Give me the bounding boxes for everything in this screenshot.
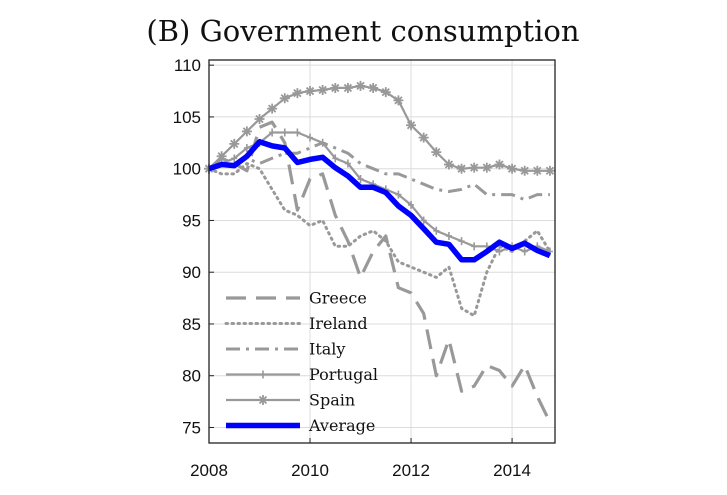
- data-point-spain: [292, 88, 303, 99]
- plot-frame: [208, 59, 556, 444]
- data-point-portugal: [269, 128, 276, 137]
- data-point-spain: [507, 163, 518, 174]
- y-tick-label: 110: [174, 56, 201, 75]
- y-tick-label: 75: [182, 418, 201, 437]
- data-point-spain: [469, 162, 480, 173]
- data-point-portugal: [408, 200, 415, 209]
- y-tick-label: 90: [182, 263, 201, 282]
- legend-label-ireland: Ireland: [309, 314, 368, 333]
- data-point-spain: [380, 87, 391, 98]
- y-tick-label: 80: [182, 367, 201, 386]
- series-line-italy: [208, 141, 550, 202]
- x-tick-label: 2012: [392, 461, 430, 480]
- data-point-spain: [494, 159, 505, 170]
- data-point-portugal: [281, 128, 288, 137]
- data-point-spain: [544, 165, 555, 176]
- legend-item-average: Average: [226, 416, 375, 435]
- legend-item-italy: Italy: [226, 340, 345, 359]
- data-point-portugal: [231, 154, 238, 163]
- legend-label-italy: Italy: [309, 340, 345, 359]
- data-point-portugal: [357, 175, 364, 184]
- series-greece: [207, 120, 552, 423]
- data-point-spain: [216, 151, 227, 162]
- data-point-spain: [355, 80, 366, 91]
- series-line-ireland: [207, 162, 552, 318]
- data-point-portugal: [243, 143, 250, 152]
- series-average: [208, 139, 551, 263]
- legend-marker-portugal: [260, 370, 266, 379]
- data-point-portugal: [319, 138, 326, 147]
- data-point-portugal: [433, 226, 440, 235]
- data-point-spain: [481, 162, 492, 173]
- data-point-spain: [229, 138, 240, 149]
- data-point-portugal: [307, 133, 314, 142]
- data-point-spain: [368, 82, 379, 93]
- data-point-portugal: [344, 159, 351, 168]
- series-ireland: [207, 162, 552, 318]
- data-point-spain: [519, 165, 530, 176]
- data-point-spain: [418, 132, 429, 143]
- data-point-portugal: [395, 190, 402, 199]
- legend-label-greece: Greece: [309, 289, 367, 308]
- legend-marker-spain: [258, 395, 268, 405]
- data-point-spain: [267, 103, 278, 114]
- legend-label-portugal: Portugal: [309, 365, 378, 384]
- series-line-spain: [208, 84, 550, 172]
- series-italy: [208, 141, 550, 202]
- data-point-portugal: [521, 247, 528, 256]
- data-point-spain: [305, 86, 316, 97]
- data-point-spain: [241, 126, 252, 137]
- x-tick-label: 2008: [190, 461, 228, 480]
- data-point-spain: [456, 163, 467, 174]
- legend-item-ireland: Ireland: [224, 314, 368, 333]
- legend-label-spain: Spain: [309, 391, 355, 410]
- data-point-spain: [393, 95, 404, 106]
- data-point-portugal: [471, 242, 478, 251]
- y-tick-label: 95: [182, 211, 201, 230]
- data-point-portugal: [420, 216, 427, 225]
- data-point-spain: [443, 159, 454, 170]
- tick-labels: 75 80 85 90 95 100 105 110 2008 2010 2012 2014: [173, 56, 531, 480]
- legend-label-average: Average: [308, 416, 375, 435]
- data-point-spain: [317, 85, 328, 96]
- data-point-spain: [254, 114, 265, 125]
- data-point-spain: [431, 147, 442, 158]
- data-point-portugal: [458, 237, 465, 246]
- data-point-spain: [279, 93, 290, 104]
- data-point-spain: [330, 82, 341, 93]
- data-point-portugal: [445, 231, 452, 240]
- legend-item-greece: Greece: [226, 289, 367, 308]
- legend-item-spain: Spain: [226, 391, 355, 410]
- data-point-portugal: [294, 128, 301, 137]
- data-point-portugal: [496, 247, 503, 256]
- series-layer: [204, 80, 555, 423]
- data-point-spain: [406, 120, 417, 131]
- legend-item-portugal: Portugal: [226, 365, 378, 384]
- data-point-portugal: [332, 154, 339, 163]
- data-point-spain: [342, 82, 353, 93]
- data-point-spain: [532, 165, 543, 176]
- chart-title: (B) Government consumption: [146, 14, 579, 48]
- series-line-average: [208, 139, 551, 263]
- legend: Greece Ireland Italy Portugal Spain Average: [224, 289, 378, 435]
- series-spain: [204, 80, 555, 176]
- x-tick-label: 2010: [291, 461, 329, 480]
- series-line-greece: [207, 120, 552, 423]
- y-tick-label: 100: [173, 160, 201, 179]
- y-tick-label: 105: [173, 108, 201, 127]
- x-tick-label: 2014: [493, 461, 531, 480]
- y-tick-label: 85: [182, 315, 201, 334]
